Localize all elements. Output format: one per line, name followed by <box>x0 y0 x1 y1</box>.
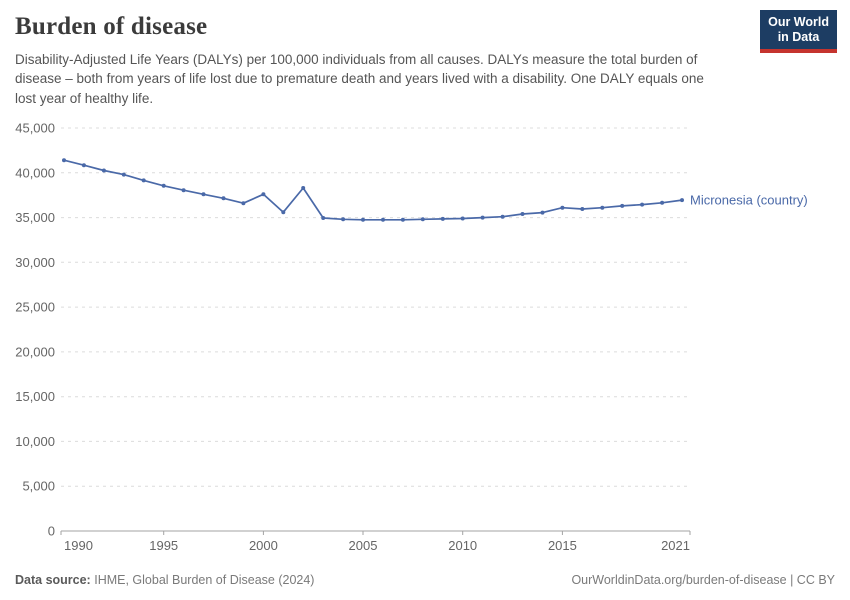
data-point <box>321 216 326 220</box>
data-point <box>341 217 346 222</box>
data-source: Data source: IHME, Global Burden of Dise… <box>15 573 314 587</box>
data-point <box>460 216 465 221</box>
data-point <box>381 217 385 222</box>
owid-logo[interactable]: Our World in Data <box>760 10 837 53</box>
y-tick-label: 25,000 <box>15 300 55 315</box>
x-tick-label: 2015 <box>548 538 577 553</box>
y-tick-label: 20,000 <box>15 344 55 359</box>
data-point <box>361 217 365 222</box>
page-title: Burden of disease <box>15 13 208 40</box>
data-point <box>201 192 206 197</box>
data-point <box>241 201 246 206</box>
x-tick-label: 1990 <box>64 538 93 553</box>
data-source-value: IHME, Global Burden of Disease (2024) <box>94 573 315 587</box>
data-point <box>560 205 565 210</box>
chart-header: Burden of disease Disability-Adjusted Li… <box>15 13 760 108</box>
y-tick-label: 15,000 <box>15 389 55 404</box>
data-point <box>161 183 166 188</box>
data-point <box>600 205 605 210</box>
data-point <box>181 188 186 193</box>
data-point <box>480 215 485 220</box>
data-point <box>520 212 525 216</box>
chart-footer: Data source: IHME, Global Burden of Dise… <box>15 573 835 587</box>
y-tick-label: 5,000 <box>22 479 55 494</box>
series-label: Micronesia (country) <box>690 193 808 208</box>
x-tick-label: 2000 <box>249 538 278 553</box>
y-tick-label: 35,000 <box>15 210 55 225</box>
data-point <box>281 210 286 215</box>
x-tick-label: 2005 <box>349 538 378 553</box>
data-point <box>660 200 665 205</box>
data-point <box>261 192 266 197</box>
footer-link[interactable]: OurWorldinData.org/burden-of-disease | C… <box>571 573 835 587</box>
data-point <box>640 202 645 207</box>
data-point <box>62 158 66 163</box>
y-tick-label: 45,000 <box>15 121 55 136</box>
data-point <box>400 217 405 222</box>
y-tick-label: 0 <box>48 524 55 539</box>
data-point <box>680 198 684 203</box>
y-tick-label: 10,000 <box>15 434 55 449</box>
data-point <box>620 203 625 208</box>
y-tick-label: 40,000 <box>15 165 55 180</box>
owid-logo-line2: in Data <box>777 30 820 44</box>
data-point <box>420 217 425 222</box>
x-tick-label: 2010 <box>448 538 477 553</box>
data-point <box>540 210 545 215</box>
data-point <box>81 163 86 168</box>
chart-subtitle: Disability-Adjusted Life Years (DALYs) p… <box>15 52 704 106</box>
data-point <box>580 207 585 211</box>
data-point <box>500 214 505 219</box>
x-tick-label: 2021 <box>661 538 690 553</box>
data-point <box>121 172 126 177</box>
data-point <box>301 186 306 190</box>
data-point <box>221 196 226 201</box>
data-line <box>63 159 683 221</box>
data-point <box>440 216 445 221</box>
data-point <box>101 168 106 173</box>
x-tick-label: 1995 <box>149 538 178 553</box>
data-source-label: Data source: <box>15 573 91 587</box>
owid-logo-line1: Our World <box>768 15 829 29</box>
data-point <box>141 178 146 183</box>
y-tick-label: 30,000 <box>15 255 55 270</box>
